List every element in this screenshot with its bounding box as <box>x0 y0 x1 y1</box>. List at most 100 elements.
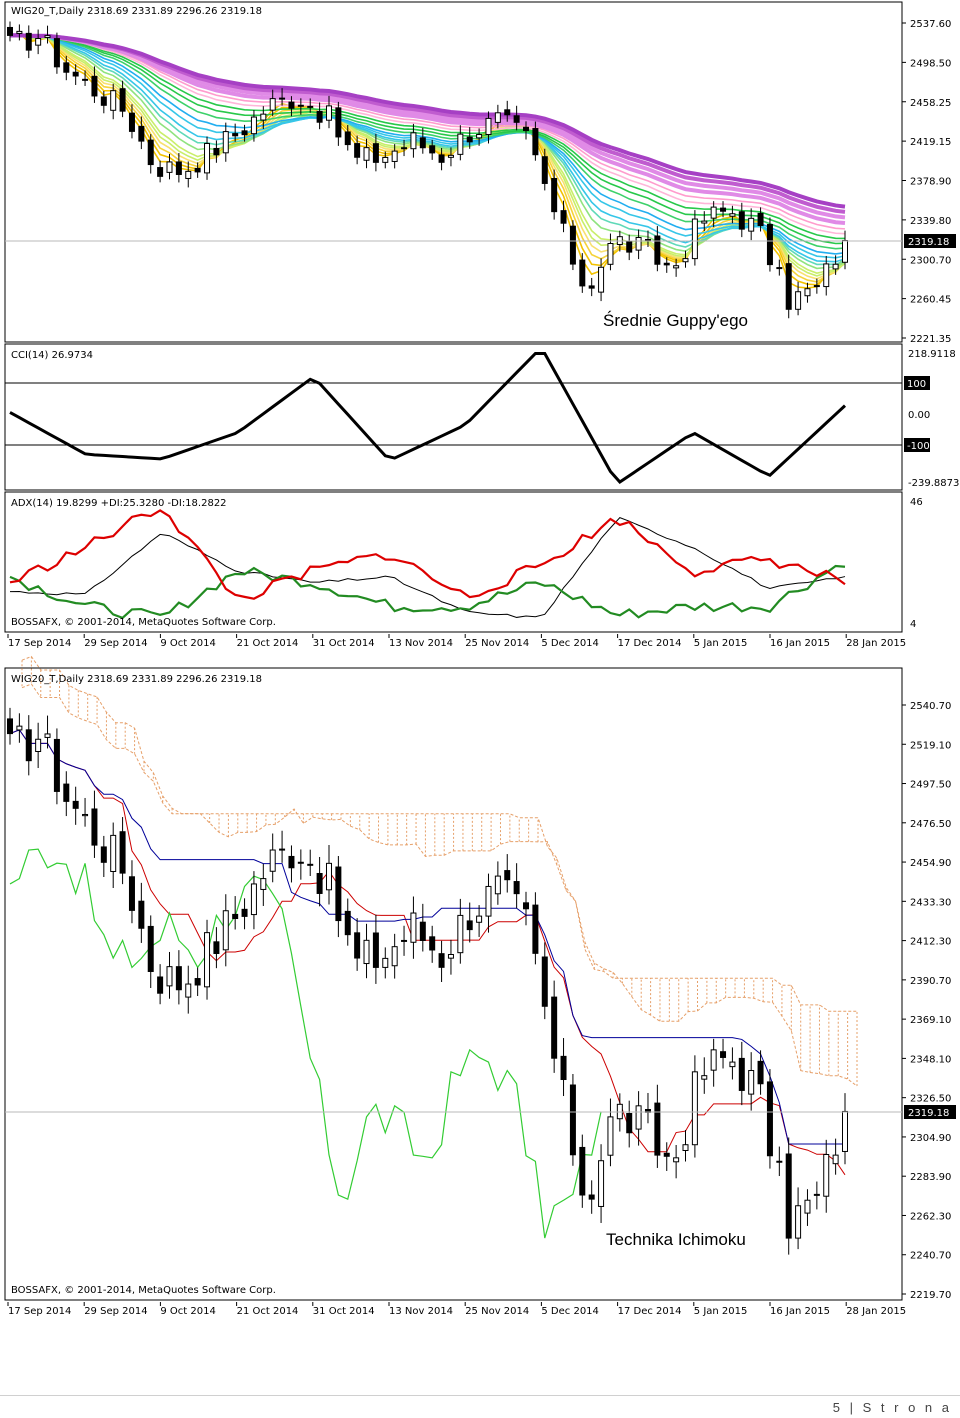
price2-candle <box>823 1154 830 1197</box>
price2-price-label: 2412.30 <box>910 937 951 948</box>
minus-di-line <box>9 509 846 600</box>
price2-candle <box>438 953 445 968</box>
price1-candle <box>260 113 267 121</box>
guppy-ma-line <box>9 33 846 270</box>
price2-candle <box>391 946 398 967</box>
price1-price-label: 2221.35 <box>910 334 951 345</box>
price1-candle <box>541 156 548 184</box>
price2-candle <box>457 914 464 954</box>
price1-candle <box>663 262 670 266</box>
price1-candle <box>7 26 13 36</box>
price1-candle <box>673 265 680 269</box>
plus-di-line <box>9 564 846 620</box>
price1-candle <box>748 217 755 232</box>
date-label: 31 Oct 2014 <box>313 638 375 649</box>
chikou-span-line <box>9 848 602 1239</box>
price2-price-label: 2519.10 <box>910 740 951 751</box>
price1-current-price: 2319.18 <box>908 237 949 248</box>
date-label: 9 Oct 2014 <box>160 638 215 649</box>
price2-candle <box>720 1051 727 1058</box>
price1-candle <box>91 75 98 97</box>
price2-candle <box>447 954 454 959</box>
price1-candle <box>513 115 520 123</box>
price2-candle <box>316 872 323 894</box>
price1-candle <box>579 259 586 287</box>
date-label: 16 Jan 2015 <box>770 1306 830 1317</box>
price2-candle <box>185 983 192 998</box>
price2-candle <box>551 996 558 1059</box>
guppy-annotation: Średnie Guppy'ego <box>603 311 748 330</box>
price1-candle <box>588 285 595 289</box>
price1-candle <box>372 143 379 163</box>
price1-candle <box>795 291 802 310</box>
price2-candle <box>654 1102 661 1156</box>
price2-candle <box>175 966 182 991</box>
price2-candle <box>598 1160 605 1207</box>
price2-candle <box>260 878 267 890</box>
date-label: 25 Nov 2014 <box>465 1306 529 1317</box>
price2-candle <box>7 718 13 735</box>
price2-candle <box>325 862 332 891</box>
cci-scale-label: -239.8873 <box>908 478 959 489</box>
price2-current-price: 2319.18 <box>908 1108 949 1119</box>
price2-candle <box>410 912 417 943</box>
price2-candle <box>222 910 229 951</box>
date-label: 29 Sep 2014 <box>84 1306 147 1317</box>
price1-candle <box>401 147 408 150</box>
price2-candle <box>635 1105 642 1130</box>
price2-candle <box>607 1116 614 1156</box>
price1-price-label: 2300.70 <box>910 255 951 266</box>
adx-line <box>9 517 846 618</box>
price1-candle <box>419 137 426 149</box>
price1-candle <box>147 139 154 166</box>
price1-candle <box>316 110 323 123</box>
guppy-ma-line <box>9 34 846 255</box>
price1-candle <box>729 213 736 217</box>
price2-candle <box>213 941 220 954</box>
price2-candle <box>138 900 145 929</box>
price2-candle <box>72 800 79 809</box>
price1-candle <box>297 104 304 107</box>
price1-candle <box>100 96 107 106</box>
price1-candle <box>457 133 464 155</box>
price1-candle <box>766 224 773 266</box>
price2-candle <box>401 939 408 942</box>
price2-candle <box>494 875 501 895</box>
price2-candle <box>513 881 520 895</box>
cci-panel <box>4 343 903 491</box>
price1-candle <box>166 161 173 173</box>
price1-candle <box>551 177 558 213</box>
price1-price-label: 2260.45 <box>910 295 951 306</box>
price1-candle <box>110 90 117 111</box>
price2-current-box <box>904 1105 956 1119</box>
guppy-ma-line <box>9 33 846 226</box>
price1-candle <box>494 112 501 123</box>
cci-level-box <box>904 438 930 452</box>
price1-candle <box>354 143 361 158</box>
price1-candle <box>279 97 286 100</box>
price1-candle <box>391 150 398 162</box>
price2-candle <box>128 876 135 911</box>
price2-candle <box>372 932 379 968</box>
price2-candle <box>710 1049 717 1071</box>
price2-candle <box>691 1071 698 1146</box>
date-label: 5 Dec 2014 <box>541 1306 599 1317</box>
chart1-header: WIG20_T,Daily 2318.69 2331.89 2296.26 23… <box>11 6 262 17</box>
price2-price-label: 2476.50 <box>910 819 951 830</box>
price2-price-label: 2283.90 <box>910 1172 951 1183</box>
price2-candle <box>673 1157 680 1163</box>
kijun-sen-line <box>9 729 845 1145</box>
price2-candle <box>297 861 304 864</box>
price1-candle <box>325 105 332 121</box>
price2-candle <box>832 1154 839 1165</box>
cci-level-label: 100 <box>907 379 926 390</box>
adx-scale-label: 4 <box>910 619 916 630</box>
price2-price-label: 2390.70 <box>910 976 951 987</box>
price2-candle <box>100 846 107 863</box>
price1-candle <box>607 242 614 265</box>
date-label: 17 Dec 2014 <box>618 638 682 649</box>
price1-candle <box>438 154 445 163</box>
price2-candle <box>419 921 426 941</box>
guppy-ma-line <box>9 34 846 235</box>
